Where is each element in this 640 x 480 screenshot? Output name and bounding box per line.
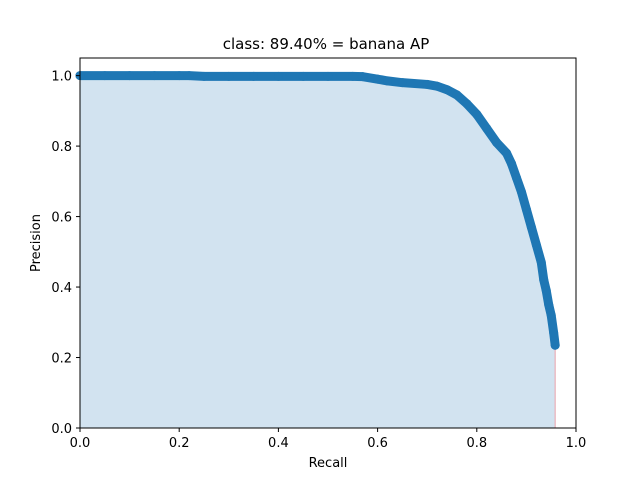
data-point <box>397 78 407 88</box>
chart-title: class: 89.40% = banana AP <box>223 35 430 53</box>
data-point <box>249 71 259 81</box>
y-axis-label: Precision <box>29 214 44 272</box>
data-point <box>149 71 159 81</box>
x-tick-label: 0.8 <box>466 436 487 451</box>
data-point <box>472 109 482 119</box>
data-point <box>442 85 452 95</box>
data-point <box>298 71 308 81</box>
x-tick-label: 0.4 <box>268 436 289 451</box>
area-fill <box>80 75 556 428</box>
x-tick-label: 0.2 <box>169 436 190 451</box>
data-point <box>224 71 234 81</box>
data-point <box>100 71 110 81</box>
y-tick-label: 0.2 <box>51 352 72 367</box>
y-tick-label: 0.6 <box>51 211 72 226</box>
y-tick-label: 0.0 <box>51 422 72 437</box>
axes: 0.0 0.2 0.4 0.6 0.8 1.0 0.0 0.2 0.4 0.6 0.8 1.0 <box>51 57 587 451</box>
data-point <box>502 148 512 158</box>
data-point <box>516 187 526 197</box>
data-point <box>507 159 517 169</box>
data-point <box>531 240 541 250</box>
data-point <box>544 300 554 310</box>
data-point <box>550 340 560 350</box>
data-point <box>482 123 492 133</box>
y-tick-label: 0.4 <box>51 281 72 296</box>
data-point <box>462 99 472 109</box>
data-point <box>432 81 442 91</box>
data-point <box>521 205 531 215</box>
data-point <box>541 286 551 296</box>
x-axis-label: Recall <box>309 456 348 471</box>
data-point <box>546 310 556 320</box>
data-point <box>358 72 368 82</box>
x-tick-label: 0.0 <box>70 436 91 451</box>
x-tick-label: 1.0 <box>566 436 587 451</box>
data-point <box>452 90 462 100</box>
data-point <box>536 257 546 267</box>
axes-frame <box>79 57 577 429</box>
y-tick-label: 1.0 <box>51 70 72 85</box>
data-point <box>422 79 432 89</box>
data-point <box>125 71 135 81</box>
data-point <box>199 71 209 81</box>
data-point <box>511 173 521 183</box>
data-point <box>348 71 358 81</box>
data-point <box>273 71 283 81</box>
data-point <box>549 328 559 338</box>
plot-area <box>75 71 560 428</box>
y-tick-label: 0.8 <box>51 140 72 155</box>
data-point <box>492 138 502 148</box>
data-point <box>184 71 194 81</box>
data-point <box>383 76 393 86</box>
data-point <box>539 275 549 285</box>
data-point <box>373 74 383 84</box>
data-point <box>526 222 536 232</box>
x-tick-label: 0.6 <box>367 436 388 451</box>
data-point <box>174 71 184 81</box>
data-point <box>323 71 333 81</box>
